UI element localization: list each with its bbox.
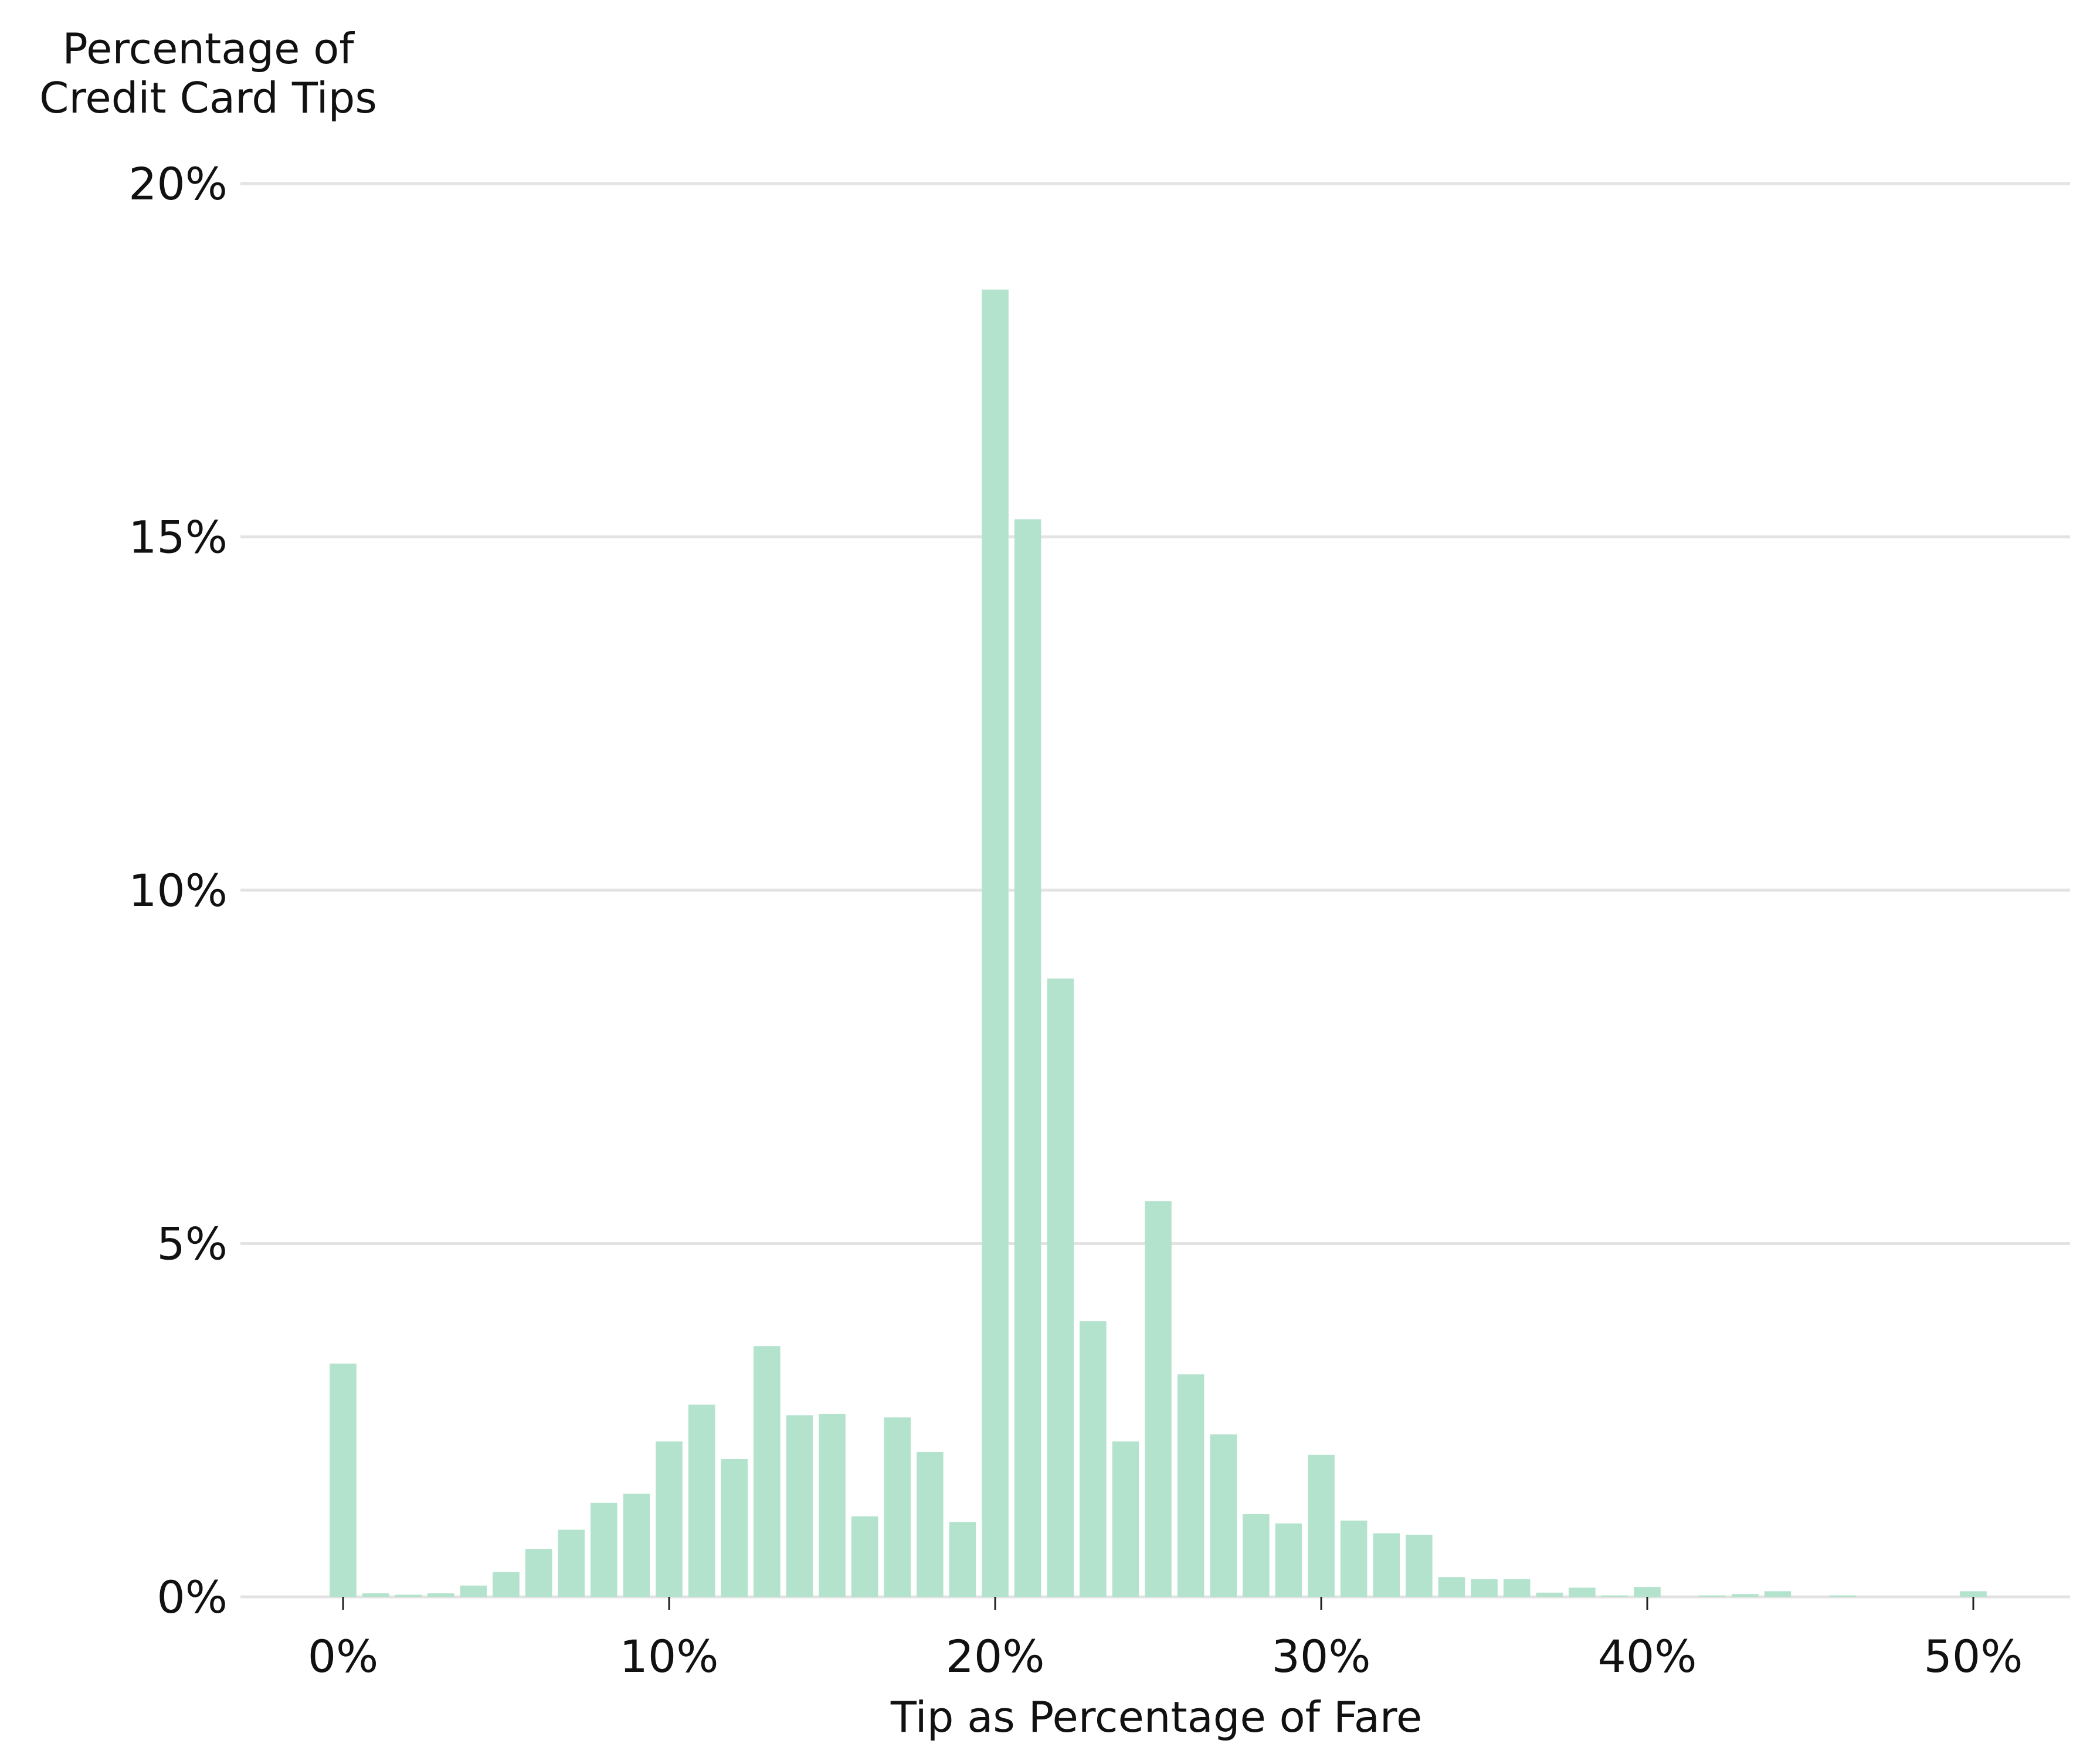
bar-38	[1569, 1587, 1596, 1597]
bar-33	[1406, 1534, 1433, 1597]
bar-9	[623, 1494, 650, 1597]
bar-12	[721, 1459, 748, 1597]
y-tick-label-15: 15%	[128, 511, 228, 564]
bar-13	[754, 1346, 781, 1597]
bar-34	[1438, 1577, 1465, 1597]
y-tick-label-5: 5%	[157, 1218, 228, 1270]
bar-36	[1503, 1579, 1531, 1597]
y-tick-label-10: 10%	[128, 864, 228, 917]
x-tick-label-0: 0%	[308, 1630, 379, 1682]
x-axis-title: Tip as Percentage of Fare	[890, 1692, 1422, 1742]
bar-17	[884, 1417, 911, 1597]
x-tick-label-10: 10%	[620, 1630, 719, 1682]
bar-3	[428, 1593, 454, 1597]
bar-44	[1764, 1591, 1792, 1597]
bar-46	[1829, 1595, 1857, 1597]
bar-24	[1112, 1441, 1139, 1597]
bar-39	[1601, 1595, 1628, 1597]
bar-15	[819, 1413, 846, 1597]
x-tick-label-50: 50%	[1924, 1630, 2023, 1682]
x-tick-label-30: 30%	[1272, 1630, 1371, 1682]
axes: 0% 5% 10% 15% 20% 0% 10% 20% 30% 40% 50%	[128, 158, 2023, 1682]
bar-23	[1080, 1321, 1107, 1597]
bar-27	[1210, 1434, 1237, 1597]
bar-21	[1014, 519, 1041, 1597]
bar-4	[460, 1585, 487, 1597]
x-tick-label-40: 40%	[1598, 1630, 1697, 1682]
bar-10	[656, 1441, 683, 1597]
bar-37	[1536, 1592, 1563, 1597]
y-axis-title-line-2: Credit Card Tips	[39, 73, 377, 123]
bars	[330, 289, 1987, 1597]
bar-20	[982, 289, 1009, 1597]
bar-22	[1047, 978, 1074, 1597]
bar-29	[1275, 1523, 1302, 1597]
bar-8	[591, 1502, 618, 1597]
bar-2	[395, 1595, 422, 1597]
y-axis-title-line-1: Percentage of	[62, 24, 355, 73]
bar-18	[917, 1451, 944, 1597]
bar-40	[1634, 1587, 1661, 1597]
bar-7	[558, 1529, 585, 1597]
bar-50	[1960, 1591, 1987, 1597]
y-tick-label-20: 20%	[128, 158, 228, 210]
bar-31	[1340, 1520, 1368, 1597]
bar-25	[1145, 1201, 1172, 1597]
bar-11	[688, 1405, 715, 1597]
bar-28	[1243, 1514, 1270, 1597]
bar-30	[1308, 1454, 1335, 1597]
bar-43	[1732, 1594, 1759, 1597]
bar-35	[1471, 1579, 1498, 1597]
bar-26	[1177, 1374, 1205, 1597]
y-tick-label-0: 0%	[157, 1571, 228, 1623]
bar-16	[851, 1516, 878, 1597]
bar-5	[493, 1572, 520, 1597]
bar-1	[362, 1593, 389, 1597]
bar-0	[330, 1363, 357, 1597]
bar-42	[1699, 1595, 1726, 1597]
bar-6	[525, 1549, 552, 1597]
bar-14	[786, 1415, 813, 1597]
bar-32	[1373, 1533, 1400, 1597]
bar-19	[949, 1522, 976, 1597]
x-tick-label-20: 20%	[946, 1630, 1045, 1682]
